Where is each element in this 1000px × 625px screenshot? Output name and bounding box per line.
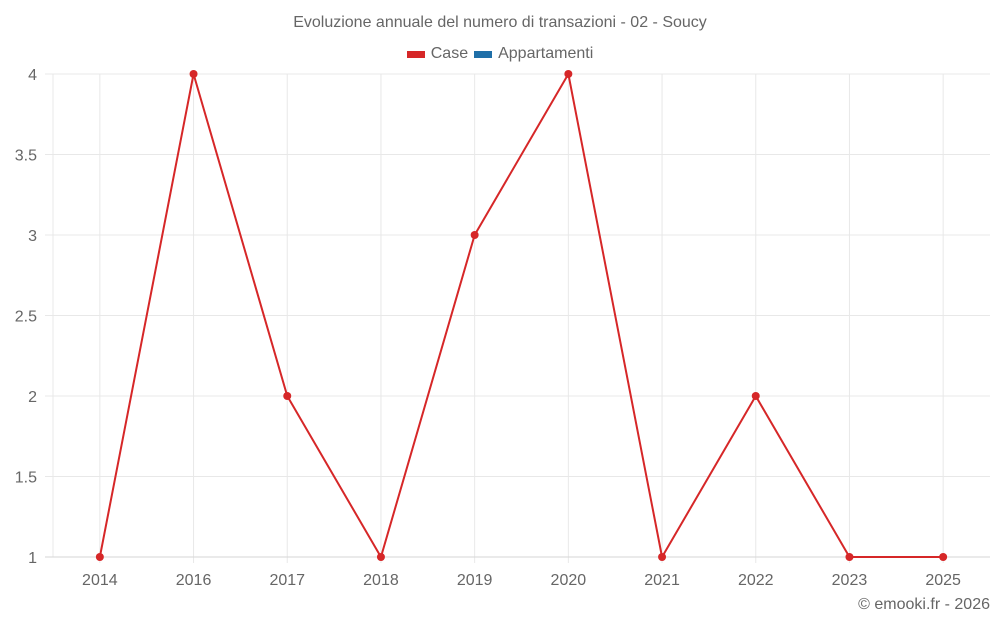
data-point[interactable]	[845, 553, 854, 561]
y-tick-label: 2.5	[15, 309, 37, 326]
y-axis: 4 3.5 3 2.5 2 1.5 1	[15, 67, 37, 567]
chart-legend: Case Appartamenti	[0, 45, 1000, 63]
y-tick-label: 3	[28, 228, 37, 245]
y-tick-label: 2	[28, 389, 37, 406]
credit-text: © emooki.fr - 2026	[858, 596, 990, 613]
x-tick-label: 2019	[457, 572, 493, 589]
legend-label-appartamenti: Appartamenti	[498, 45, 594, 62]
data-point[interactable]	[376, 553, 385, 561]
series-case	[95, 70, 948, 561]
x-tick-label: 2025	[925, 572, 961, 589]
x-axis: 2014 2016 2017 2018 2019 2020 2021 2022 2023 2025	[82, 572, 961, 589]
x-tick-label: 2017	[269, 572, 305, 589]
x-tick-label: 2018	[363, 572, 399, 589]
x-tick-label: 2020	[551, 572, 587, 589]
y-tick-label: 1.5	[15, 470, 37, 487]
x-tick-label: 2022	[738, 572, 774, 589]
data-point[interactable]	[564, 70, 573, 78]
x-tick-label: 2014	[82, 572, 118, 589]
legend-swatch-case	[406, 50, 425, 58]
x-tick-label: 2016	[176, 572, 212, 589]
x-tick-label: 2023	[832, 572, 868, 589]
data-point[interactable]	[658, 553, 667, 561]
data-point[interactable]	[189, 70, 198, 78]
data-point[interactable]	[939, 553, 948, 561]
legend-item-case[interactable]: Case	[406, 45, 469, 63]
y-tick-label: 3.5	[15, 148, 37, 165]
grid-lines	[45, 73, 990, 563]
data-point[interactable]	[283, 392, 292, 400]
y-tick-label: 4	[28, 67, 37, 84]
legend-swatch-appartamenti	[474, 50, 493, 58]
data-point[interactable]	[470, 231, 479, 239]
data-point[interactable]	[751, 392, 760, 400]
y-tick-label: 1	[28, 550, 37, 567]
legend-item-appartamenti[interactable]: Appartamenti	[474, 45, 593, 63]
x-tick-label: 2021	[644, 572, 680, 589]
legend-label-case: Case	[430, 45, 469, 62]
chart-title: Evoluzione annuale del numero di transaz…	[293, 14, 707, 31]
data-point[interactable]	[95, 553, 104, 561]
